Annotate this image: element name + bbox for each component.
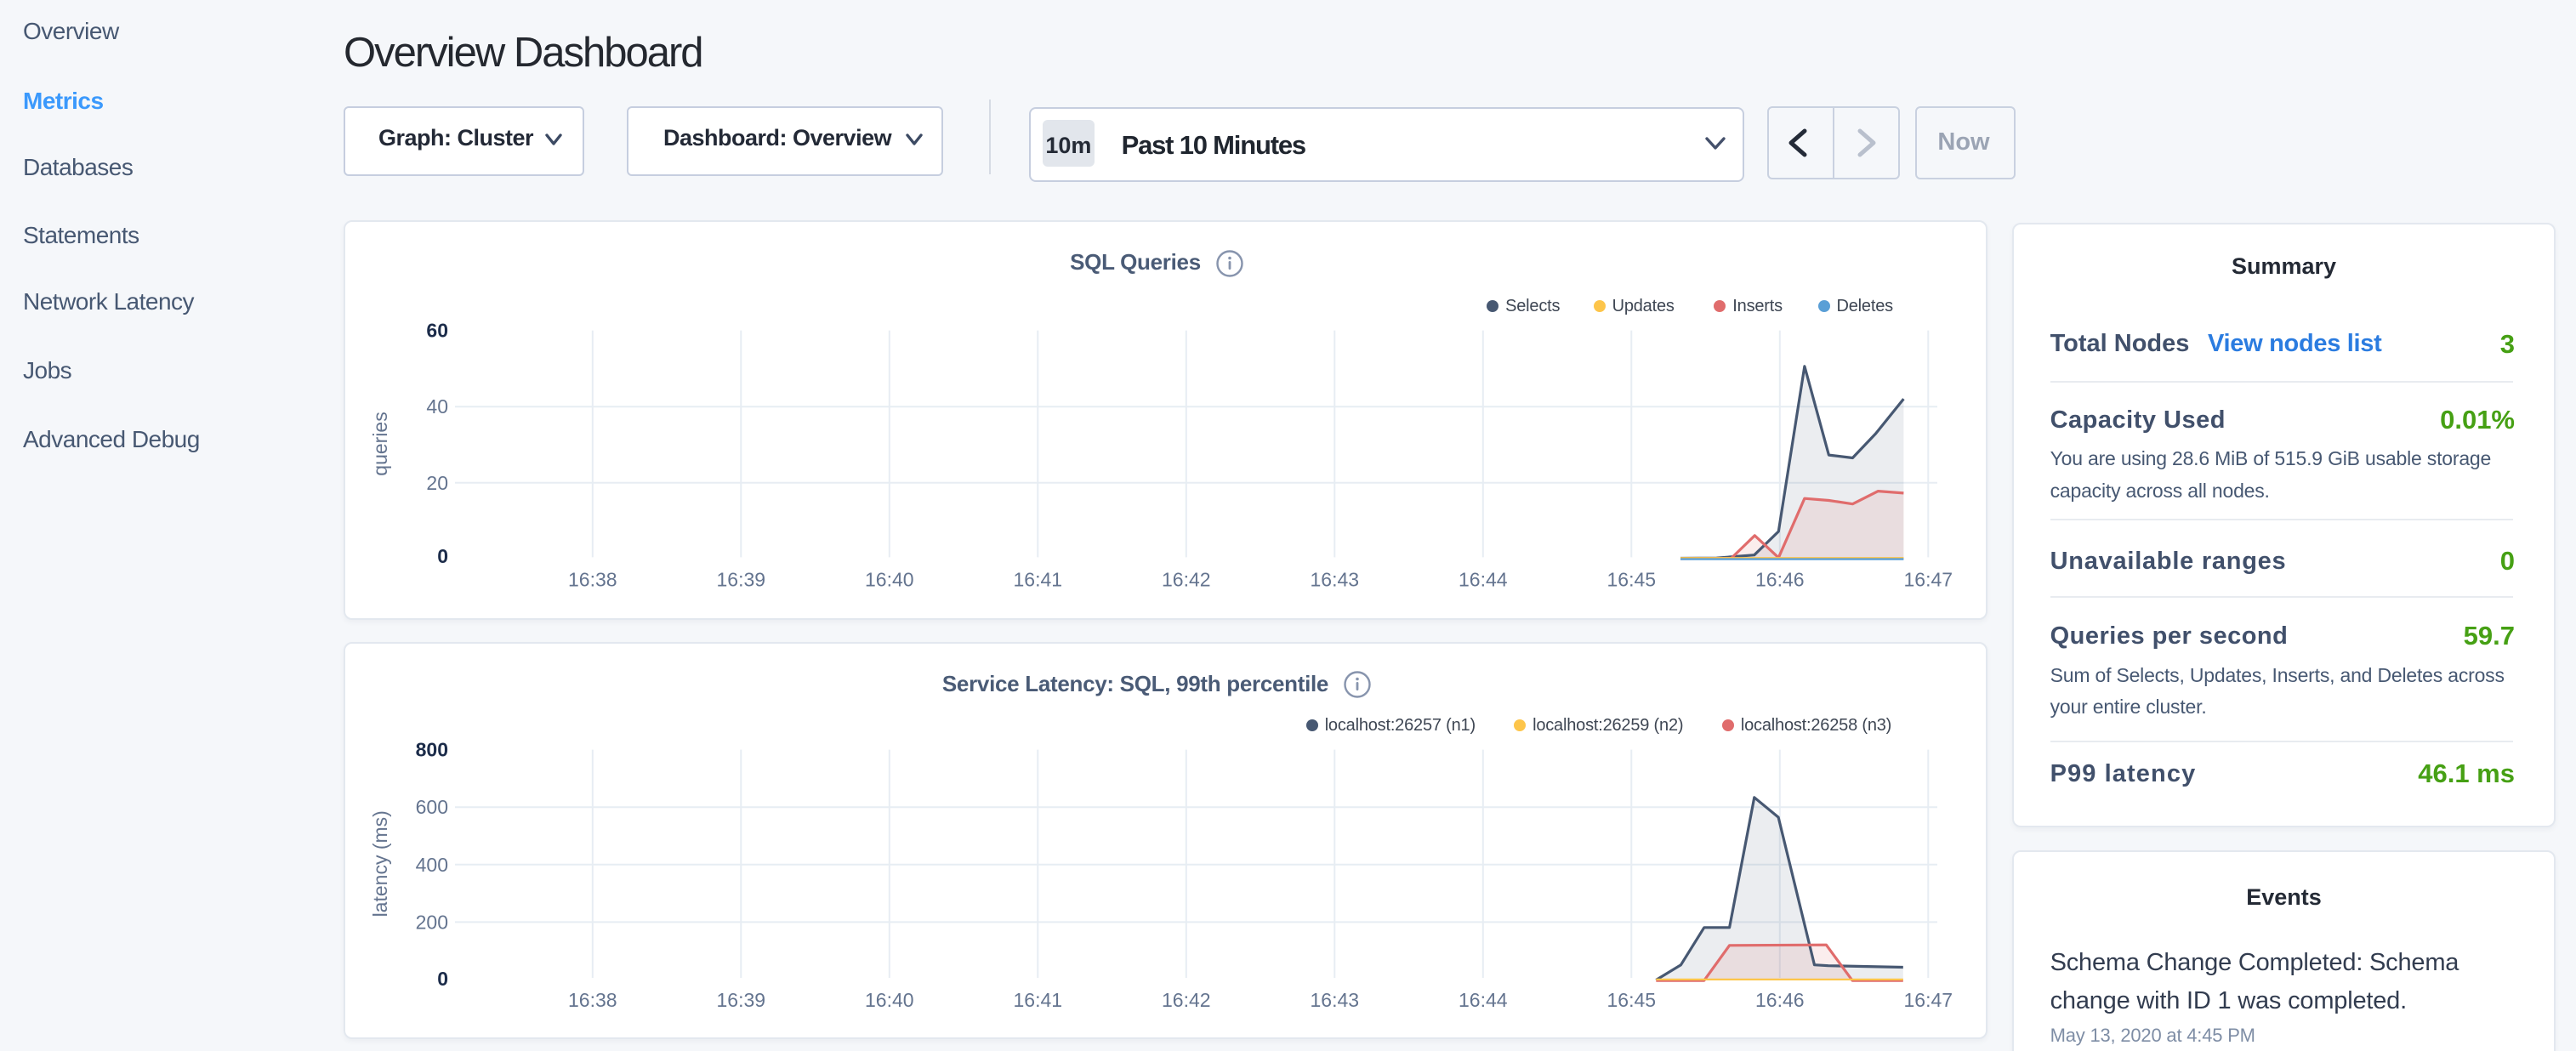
svg-text:16:38: 16:38 bbox=[568, 568, 617, 590]
svg-text:16:43: 16:43 bbox=[1311, 989, 1360, 1011]
svg-text:16:47: 16:47 bbox=[1904, 989, 1953, 1011]
svg-text:16:46: 16:46 bbox=[1755, 568, 1805, 590]
svg-text:16:46: 16:46 bbox=[1755, 989, 1805, 1011]
svg-text:16:39: 16:39 bbox=[717, 989, 766, 1011]
svg-text:16:45: 16:45 bbox=[1607, 568, 1657, 590]
svg-text:200: 200 bbox=[416, 911, 448, 933]
svg-text:60: 60 bbox=[426, 320, 448, 342]
svg-text:16:44: 16:44 bbox=[1459, 568, 1508, 590]
svg-text:16:42: 16:42 bbox=[1162, 568, 1211, 590]
svg-text:16:47: 16:47 bbox=[1904, 568, 1953, 590]
svg-text:16:41: 16:41 bbox=[1014, 568, 1063, 590]
svg-text:16:40: 16:40 bbox=[865, 989, 914, 1011]
svg-text:16:43: 16:43 bbox=[1311, 568, 1360, 590]
svg-text:16:38: 16:38 bbox=[568, 989, 617, 1011]
svg-text:0: 0 bbox=[437, 968, 448, 990]
svg-text:600: 600 bbox=[416, 796, 448, 818]
svg-text:800: 800 bbox=[416, 738, 448, 760]
svg-text:40: 40 bbox=[426, 395, 448, 418]
svg-text:20: 20 bbox=[426, 472, 448, 494]
svg-text:400: 400 bbox=[416, 853, 448, 875]
svg-text:16:44: 16:44 bbox=[1459, 989, 1508, 1011]
svg-text:16:41: 16:41 bbox=[1014, 989, 1063, 1011]
svg-text:queries: queries bbox=[369, 412, 391, 475]
svg-text:16:45: 16:45 bbox=[1607, 989, 1657, 1011]
svg-text:0: 0 bbox=[437, 545, 448, 567]
svg-text:latency (ms): latency (ms) bbox=[369, 810, 391, 917]
svg-text:16:42: 16:42 bbox=[1162, 989, 1211, 1011]
svg-text:16:39: 16:39 bbox=[717, 568, 766, 590]
svg-text:16:40: 16:40 bbox=[865, 568, 914, 590]
